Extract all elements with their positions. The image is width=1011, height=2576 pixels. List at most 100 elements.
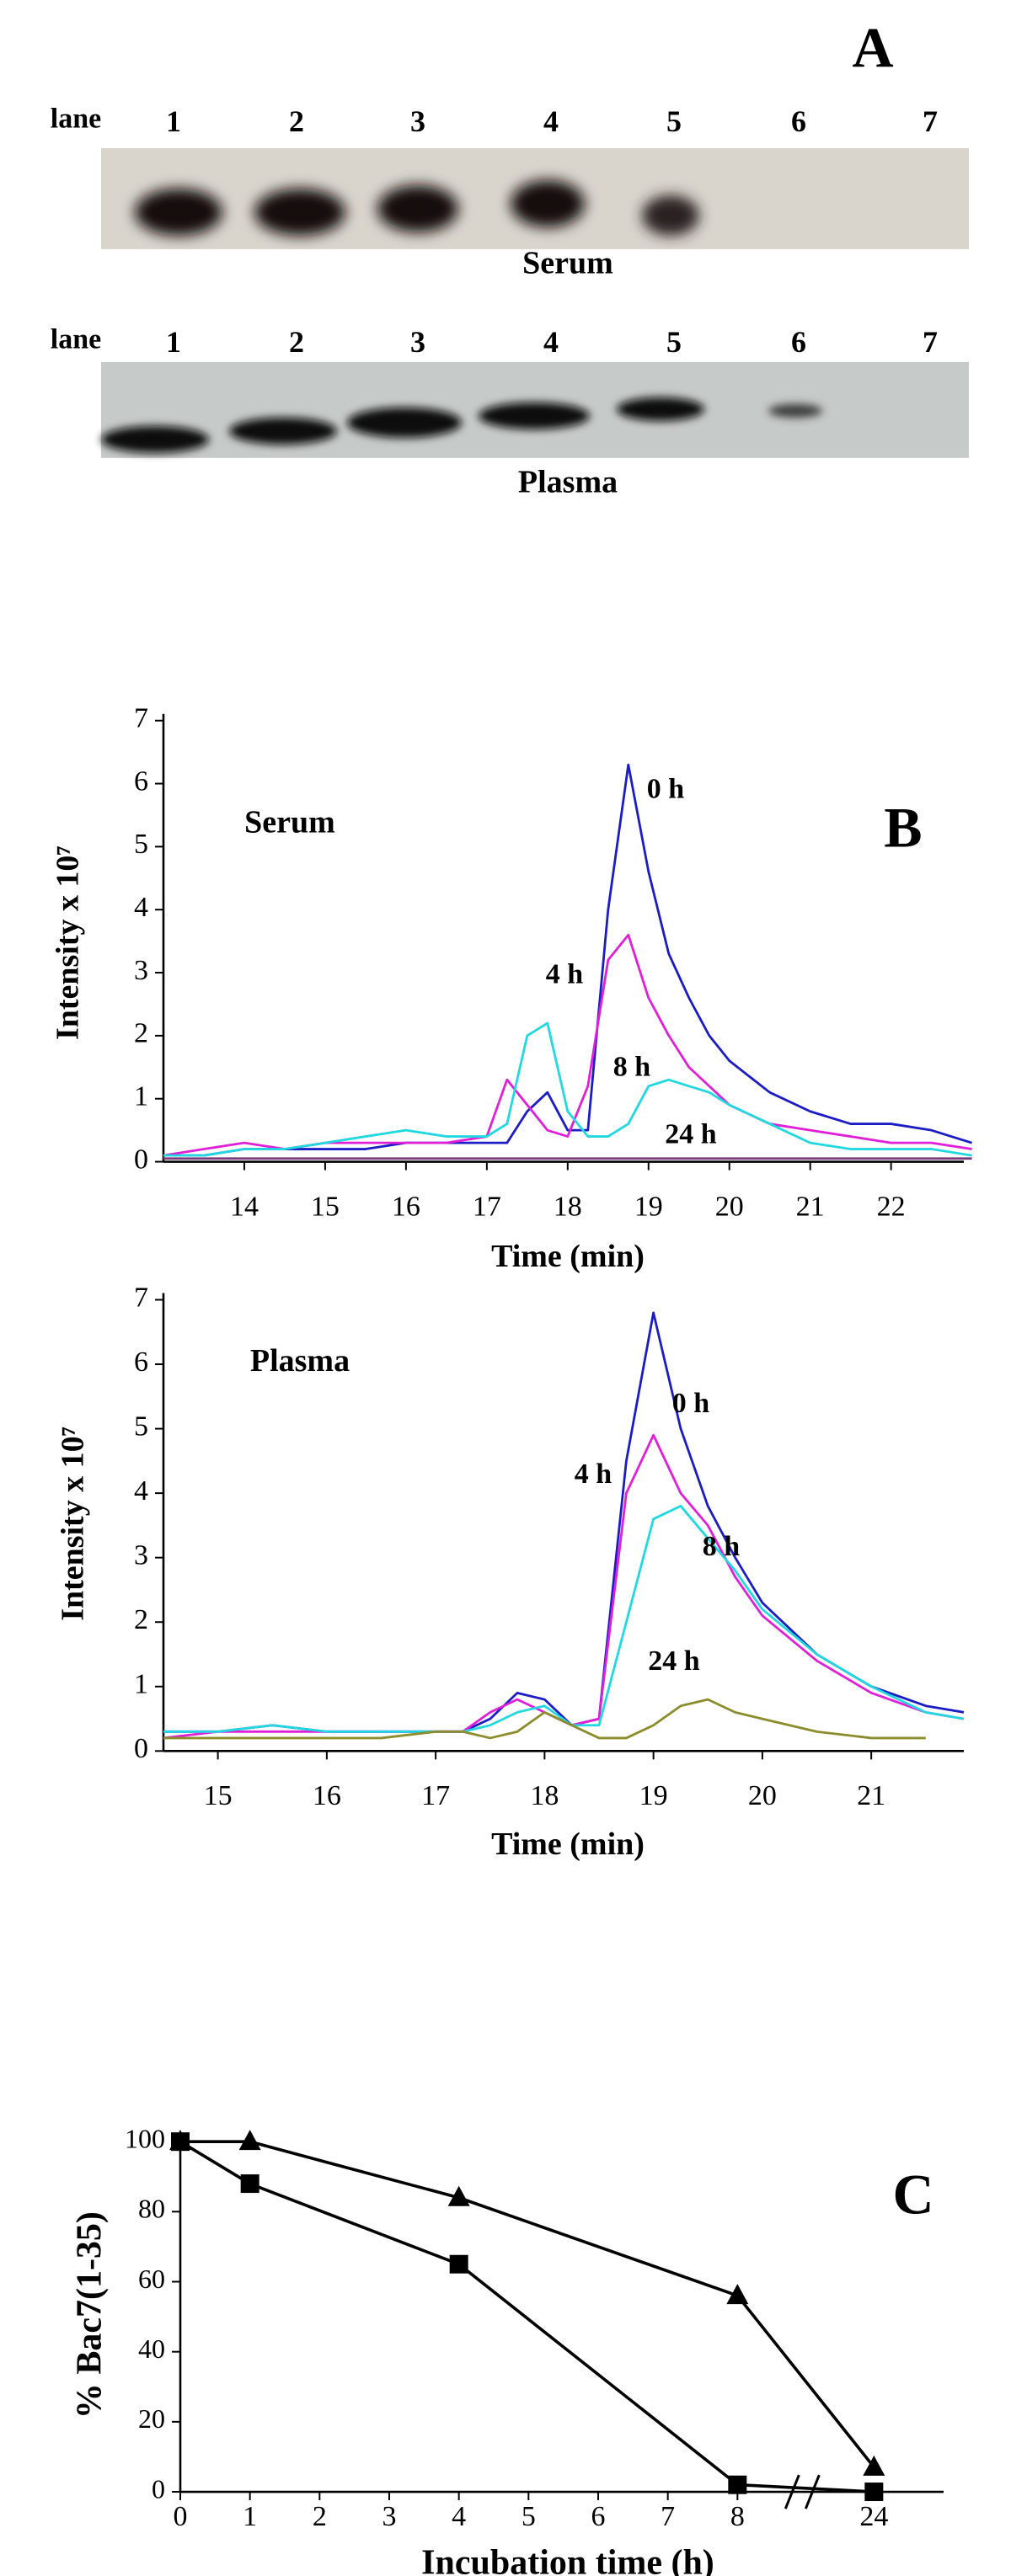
lane-number: 5 <box>666 325 682 359</box>
lane-number: 7 <box>923 104 938 138</box>
inset-label: Serum <box>244 804 335 840</box>
marker <box>864 2483 884 2502</box>
panel-a: A <box>101 16 969 458</box>
panel-label: B <box>884 795 922 859</box>
x-tick-label: 22 <box>877 1191 906 1222</box>
y-tick-label: 80 <box>138 2194 165 2224</box>
y-tick-label: 7 <box>134 703 148 734</box>
y-tick-label: 0 <box>134 1144 148 1175</box>
x-tick-label: 17 <box>421 1780 450 1811</box>
x-tick-label: 24 <box>859 2501 888 2532</box>
y-tick-label: 6 <box>134 1347 148 1378</box>
y-tick-label: 2 <box>134 1018 148 1049</box>
gel-caption: Plasma <box>518 465 618 500</box>
y-tick-label: 100 <box>125 2124 165 2154</box>
lane-label: lane <box>51 324 101 355</box>
series-label: 0 h <box>672 1388 709 1419</box>
x-tick-label: 19 <box>639 1780 668 1811</box>
lane-number: 7 <box>923 325 938 359</box>
gel-bands <box>135 179 699 236</box>
x-tick-label: 18 <box>554 1191 582 1222</box>
lane-number: 1 <box>166 325 181 359</box>
x-tick-label: 17 <box>473 1191 501 1222</box>
series-line <box>163 1698 926 1740</box>
x-tick-label: 4 <box>452 2501 466 2532</box>
y-tick-label: 20 <box>138 2403 165 2434</box>
inset-label: Plasma <box>250 1343 350 1379</box>
panel-label: A <box>852 16 893 80</box>
series-label: 8 h <box>613 1051 650 1082</box>
y-tick-label: 4 <box>134 1475 148 1507</box>
y-axis-title: Intensity x 10⁷ <box>51 845 86 1040</box>
lane-number: 5 <box>666 104 682 138</box>
y-tick-label: 0 <box>152 2473 165 2504</box>
x-axis-title: Time (min) <box>491 1239 645 1274</box>
series-label: 24 h <box>665 1118 716 1149</box>
x-tick-label: 18 <box>530 1780 559 1811</box>
y-tick-label: 1 <box>134 1669 148 1700</box>
marker <box>728 2475 747 2494</box>
y-tick-label: 5 <box>134 829 148 860</box>
series-line <box>163 1433 965 1740</box>
x-tick-label: 14 <box>230 1191 259 1222</box>
x-tick-label: 16 <box>392 1191 420 1222</box>
axis-break <box>804 2474 821 2509</box>
y-tick-label: 5 <box>134 1411 148 1442</box>
x-tick-label: 3 <box>382 2501 396 2532</box>
gel-caption: Serum <box>522 246 613 281</box>
marker <box>238 2130 261 2151</box>
marker <box>863 2455 885 2476</box>
y-tick-label: 7 <box>134 1282 148 1313</box>
x-tick-label: 5 <box>522 2501 536 2532</box>
axis-break <box>784 2474 800 2509</box>
y-tick-label: 3 <box>134 955 148 986</box>
lane-number: 6 <box>791 104 806 138</box>
series-line <box>163 763 973 1157</box>
panel-label: C <box>892 2163 933 2227</box>
x-axis-title: Time (min) <box>491 1827 645 1862</box>
x-tick-label: 20 <box>748 1780 777 1811</box>
x-tick-label: 0 <box>173 2501 187 2532</box>
x-tick-label: 21 <box>857 1780 885 1811</box>
lane-number: 4 <box>543 325 559 359</box>
series-line <box>180 2140 875 2468</box>
y-axis-title: Intensity x 10⁷ <box>56 1427 91 1621</box>
y-tick-label: 40 <box>138 2333 165 2364</box>
x-axis-title: Incubation time (h) <box>421 2544 714 2576</box>
x-tick-label: 16 <box>313 1780 341 1811</box>
marker <box>726 2284 749 2305</box>
lane-number: 4 <box>543 104 559 138</box>
x-tick-label: 15 <box>311 1191 340 1222</box>
x-tick-label: 7 <box>661 2501 675 2532</box>
x-tick-label: 1 <box>243 2501 257 2532</box>
lane-number: 2 <box>289 325 304 359</box>
y-tick-label: 0 <box>134 1733 148 1764</box>
y-tick-label: 6 <box>134 765 148 797</box>
x-tick-label: 8 <box>730 2501 745 2532</box>
marker <box>447 2185 470 2206</box>
y-tick-label: 1 <box>134 1081 148 1112</box>
marker <box>449 2254 468 2274</box>
series-line <box>163 933 972 1157</box>
lane-number: 2 <box>289 104 304 138</box>
series-label: 0 h <box>647 773 684 804</box>
y-tick-label: 60 <box>138 2264 165 2294</box>
x-tick-label: 2 <box>313 2501 327 2532</box>
series-label: 4 h <box>575 1459 612 1490</box>
lane-number: 1 <box>166 104 181 138</box>
series-line <box>163 1021 972 1157</box>
series-line <box>179 2140 875 2493</box>
y-tick-label: 3 <box>134 1539 148 1571</box>
x-tick-label: 6 <box>591 2501 605 2532</box>
lane-number: 6 <box>791 325 806 359</box>
x-tick-label: 19 <box>634 1191 663 1222</box>
lane-number: 3 <box>410 325 425 359</box>
x-tick-label: 21 <box>796 1191 825 1222</box>
lane-number: 3 <box>410 104 425 138</box>
y-tick-label: 4 <box>134 892 148 923</box>
marker <box>240 2174 259 2194</box>
gel-bands <box>101 397 822 453</box>
series-label: 4 h <box>546 958 583 989</box>
marker <box>171 2132 190 2152</box>
